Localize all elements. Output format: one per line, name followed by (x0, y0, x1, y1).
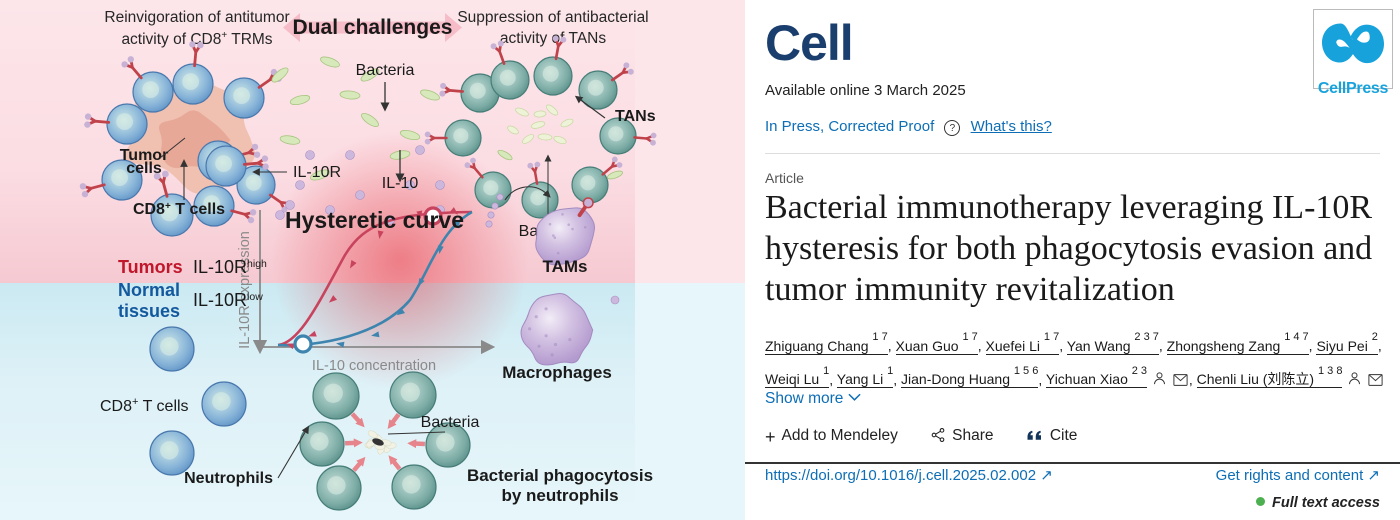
svg-text:TANs: TANs (615, 108, 656, 125)
svg-text:by neutrophils: by neutrophils (501, 486, 618, 505)
svg-text:Macrophages: Macrophages (502, 363, 612, 382)
svg-text:Hysteretic curve: Hysteretic curve (285, 207, 464, 233)
svg-text:Normal: Normal (118, 280, 180, 300)
svg-text:Bacteria: Bacteria (421, 414, 480, 431)
svg-text:Tumors: Tumors (118, 257, 183, 277)
svg-text:Bacterial phagocytosis: Bacterial phagocytosis (467, 466, 653, 485)
svg-text:IL-10Rhigh: IL-10Rhigh (193, 257, 267, 277)
svg-text:TAMs: TAMs (542, 257, 587, 276)
svg-text:IL-10R: IL-10R (293, 164, 341, 181)
svg-text:CD8+ T cells: CD8+ T cells (100, 396, 189, 415)
svg-text:CD8+ T cells: CD8+ T cells (133, 201, 225, 218)
svg-text:IL-10 concentration: IL-10 concentration (312, 358, 436, 374)
svg-text:cells: cells (126, 160, 162, 177)
svg-text:Neutrophils: Neutrophils (184, 470, 273, 487)
svg-text:Bacteria: Bacteria (356, 62, 415, 79)
svg-text:tissues: tissues (118, 301, 180, 321)
